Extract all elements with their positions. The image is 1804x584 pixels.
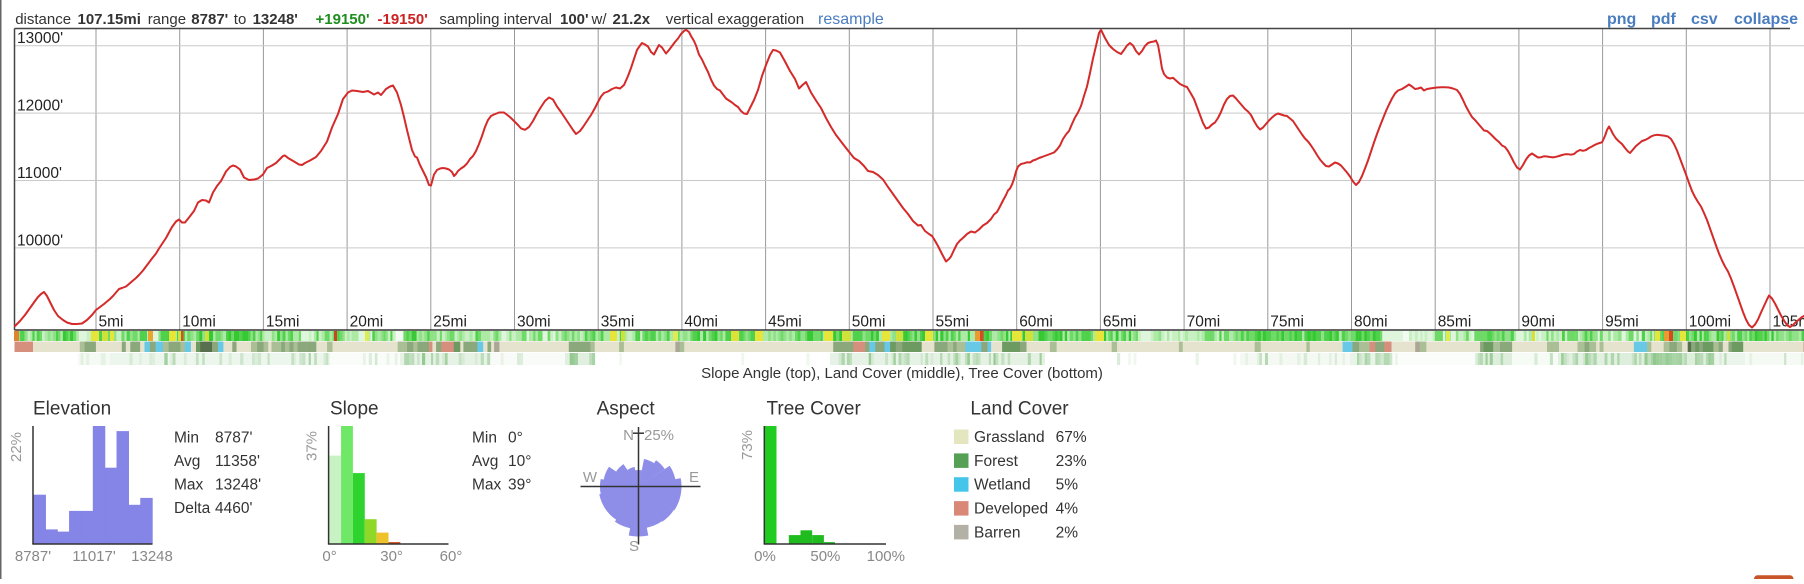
svg-text:Max: Max — [174, 477, 204, 494]
svg-text:4460': 4460' — [215, 500, 252, 517]
svg-text:Aspect: Aspect — [597, 399, 656, 420]
svg-text:resample: resample — [818, 11, 884, 28]
svg-text:65mi: 65mi — [1103, 314, 1137, 331]
svg-text:10000': 10000' — [17, 232, 63, 249]
svg-text:Min: Min — [174, 430, 199, 447]
svg-text:11358': 11358' — [215, 453, 260, 470]
svg-text:100%: 100% — [867, 548, 905, 565]
svg-text:w/: w/ — [591, 11, 608, 28]
svg-text:5mi: 5mi — [99, 314, 124, 331]
svg-text:11000': 11000' — [17, 165, 62, 182]
svg-text:Slope Angle (top), Land Cover: Slope Angle (top), Land Cover (middle), … — [701, 365, 1103, 382]
svg-text:range: range — [148, 11, 186, 28]
svg-text:8787': 8787' — [215, 430, 252, 447]
svg-text:Grassland: Grassland — [974, 429, 1045, 446]
svg-text:Max: Max — [472, 477, 502, 494]
svg-text:S: S — [629, 538, 639, 555]
svg-text:vertical exaggeration: vertical exaggeration — [666, 11, 804, 28]
svg-text:35mi: 35mi — [601, 314, 635, 331]
svg-text:png: png — [1607, 11, 1636, 28]
svg-text:40mi: 40mi — [684, 314, 718, 331]
svg-text:8787': 8787' — [191, 11, 228, 28]
svg-text:60°: 60° — [440, 548, 463, 565]
svg-text:15mi: 15mi — [266, 314, 300, 331]
svg-text:13000': 13000' — [17, 30, 63, 47]
svg-text:21.2x: 21.2x — [613, 11, 651, 28]
svg-text:collapse: collapse — [1734, 11, 1798, 28]
svg-text:W: W — [583, 469, 598, 486]
svg-text:Forest: Forest — [974, 453, 1019, 470]
svg-text:+19150': +19150' — [316, 11, 370, 28]
svg-text:Land Cover: Land Cover — [970, 399, 1069, 420]
svg-text:Developed: Developed — [974, 501, 1048, 518]
svg-text:95mi: 95mi — [1605, 314, 1639, 331]
svg-text:22%: 22% — [8, 432, 25, 462]
svg-text:30mi: 30mi — [517, 314, 551, 331]
svg-text:-19150': -19150' — [378, 11, 428, 28]
svg-text:8787': 8787' — [15, 548, 51, 565]
svg-text:2%: 2% — [1056, 524, 1079, 541]
svg-text:20mi: 20mi — [350, 314, 384, 331]
svg-text:73%: 73% — [739, 430, 756, 460]
svg-text:13248': 13248' — [215, 477, 261, 494]
svg-text:E: E — [689, 469, 699, 486]
svg-text:75mi: 75mi — [1270, 314, 1304, 331]
svg-text:Wetland: Wetland — [974, 477, 1031, 494]
svg-text:Slope: Slope — [330, 399, 379, 420]
svg-text:80mi: 80mi — [1354, 314, 1388, 331]
svg-text:4%: 4% — [1056, 501, 1079, 518]
svg-text:pdf: pdf — [1651, 11, 1677, 28]
svg-text:100mi: 100mi — [1689, 314, 1731, 331]
svg-text:50%: 50% — [810, 548, 840, 565]
svg-text:55mi: 55mi — [936, 314, 970, 331]
svg-text:90mi: 90mi — [1521, 314, 1555, 331]
svg-text:N: N — [623, 427, 634, 444]
svg-text:70mi: 70mi — [1187, 314, 1221, 331]
svg-text:Delta: Delta — [174, 500, 211, 517]
svg-text:5%: 5% — [1056, 477, 1079, 494]
svg-text:Barren: Barren — [974, 524, 1021, 541]
svg-text:85mi: 85mi — [1438, 314, 1472, 331]
svg-text:Elevation: Elevation — [33, 399, 111, 420]
svg-text:13248': 13248' — [253, 11, 298, 28]
svg-text:37%: 37% — [304, 431, 321, 461]
svg-text:100': 100' — [560, 11, 589, 28]
svg-text:12000': 12000' — [17, 98, 63, 115]
svg-text:30°: 30° — [380, 548, 403, 565]
svg-text:45mi: 45mi — [768, 314, 802, 331]
svg-text:25mi: 25mi — [433, 314, 467, 331]
svg-text:10mi: 10mi — [182, 314, 216, 331]
svg-text:0°: 0° — [508, 430, 523, 447]
svg-text:39°: 39° — [508, 477, 531, 494]
svg-text:11017': 11017' — [72, 548, 116, 565]
svg-text:sampling interval: sampling interval — [439, 11, 552, 28]
svg-text:Avg: Avg — [174, 453, 200, 470]
svg-text:13248: 13248 — [131, 548, 173, 565]
svg-text:Min: Min — [472, 430, 497, 447]
svg-text:0°: 0° — [322, 548, 336, 565]
svg-text:105mi: 105mi — [1773, 314, 1804, 331]
svg-text:50mi: 50mi — [852, 314, 886, 331]
svg-text:67%: 67% — [1056, 429, 1087, 446]
svg-text:107.15mi: 107.15mi — [78, 11, 141, 28]
svg-text:10°: 10° — [508, 453, 531, 470]
svg-text:distance: distance — [15, 11, 71, 28]
svg-text:60mi: 60mi — [1019, 314, 1053, 331]
svg-text:Tree Cover: Tree Cover — [767, 399, 862, 420]
svg-text:23%: 23% — [1056, 453, 1087, 470]
svg-text:Avg: Avg — [472, 453, 498, 470]
svg-text:csv: csv — [1691, 11, 1718, 28]
svg-text:to: to — [234, 11, 247, 28]
svg-text:25%: 25% — [644, 427, 674, 444]
svg-text:0%: 0% — [754, 548, 776, 565]
